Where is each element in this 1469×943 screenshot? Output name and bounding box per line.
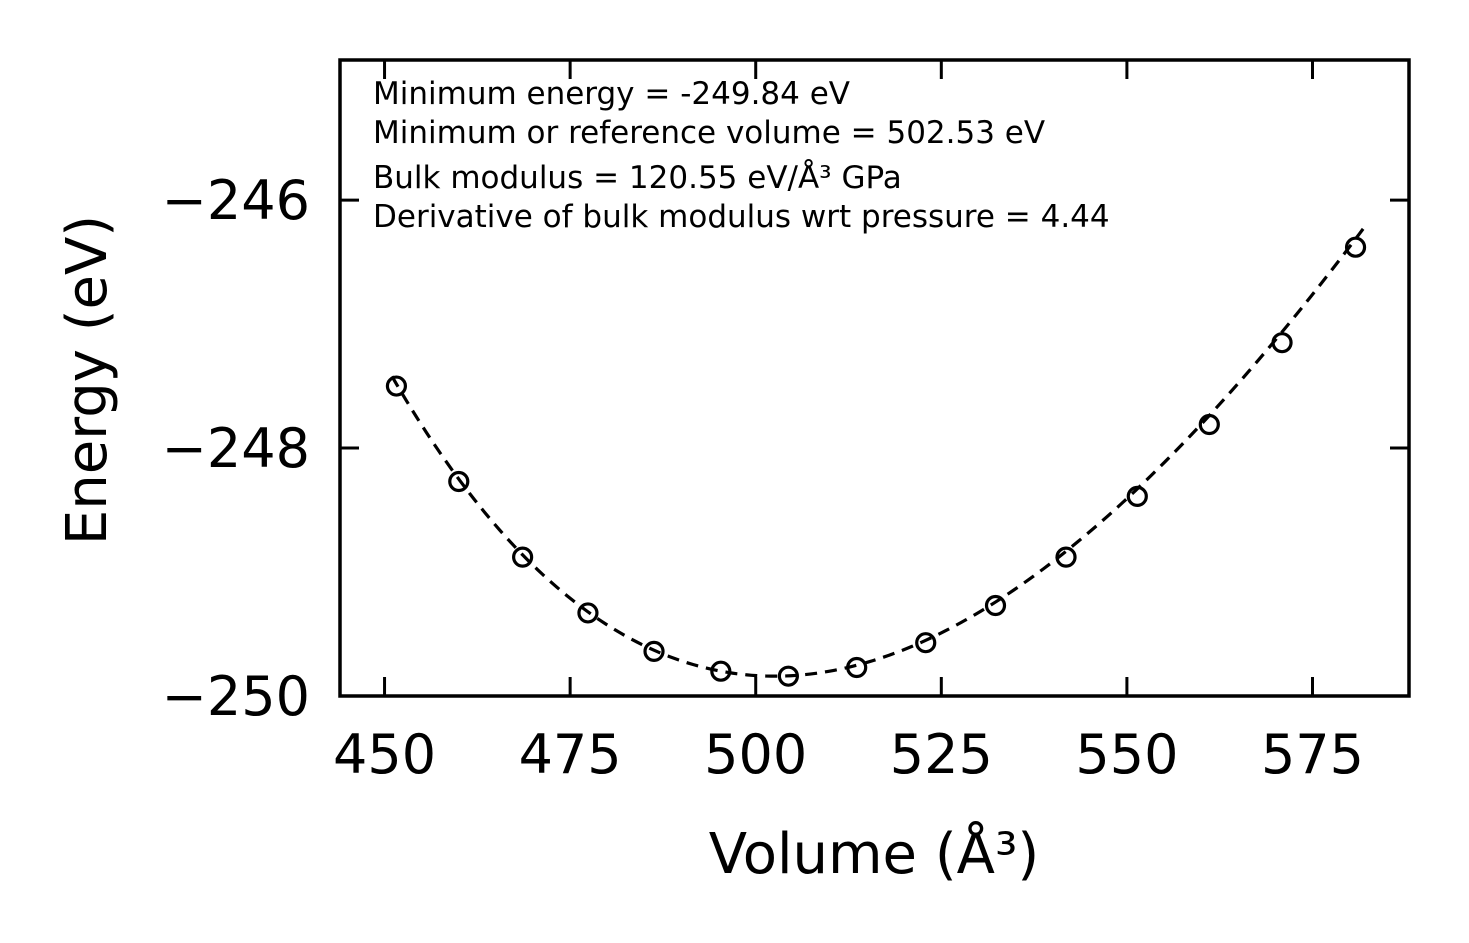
y-tick-label: −246	[162, 169, 310, 232]
annotation-min-energy: Minimum energy = -249.84 eV	[373, 76, 850, 112]
y-axis-label: Energy (eV)	[55, 215, 120, 545]
data-point	[710, 660, 732, 682]
x-tick-label: 450	[333, 723, 436, 786]
x-tick-label: 475	[519, 723, 622, 786]
data-point	[448, 470, 470, 493]
data-point	[984, 594, 1007, 617]
data-point	[1198, 413, 1220, 436]
x-tick-label: 525	[890, 723, 993, 786]
data-point	[1271, 332, 1293, 354]
x-tick-label: 575	[1261, 723, 1364, 786]
annotation-bulk-modulus-derivative: Derivative of bulk modulus wrt pressure …	[373, 199, 1110, 235]
data-point	[846, 656, 868, 679]
y-tick-label: −250	[162, 665, 310, 728]
data-point	[1344, 236, 1367, 258]
data-point	[577, 602, 599, 624]
plot-frame	[338, 58, 1411, 698]
y-tick-label: −248	[162, 417, 310, 480]
data-point	[385, 375, 408, 397]
data-point	[643, 640, 665, 662]
annotation-min-volume: Minimum or reference volume = 502.53 eV	[373, 115, 1045, 151]
data-point	[512, 546, 534, 568]
data-point	[777, 665, 799, 687]
fit-curve	[390, 226, 1366, 678]
x-tick-label: 500	[704, 723, 807, 786]
annotation-bulk-modulus: Bulk modulus = 120.55 eV/Å³ GPa	[373, 160, 902, 196]
x-axis-label: Volume (Å³)	[709, 821, 1040, 887]
data-point	[1055, 546, 1077, 568]
x-tick-label: 550	[1075, 723, 1178, 786]
data-point	[1126, 485, 1148, 507]
data-point	[915, 632, 937, 654]
